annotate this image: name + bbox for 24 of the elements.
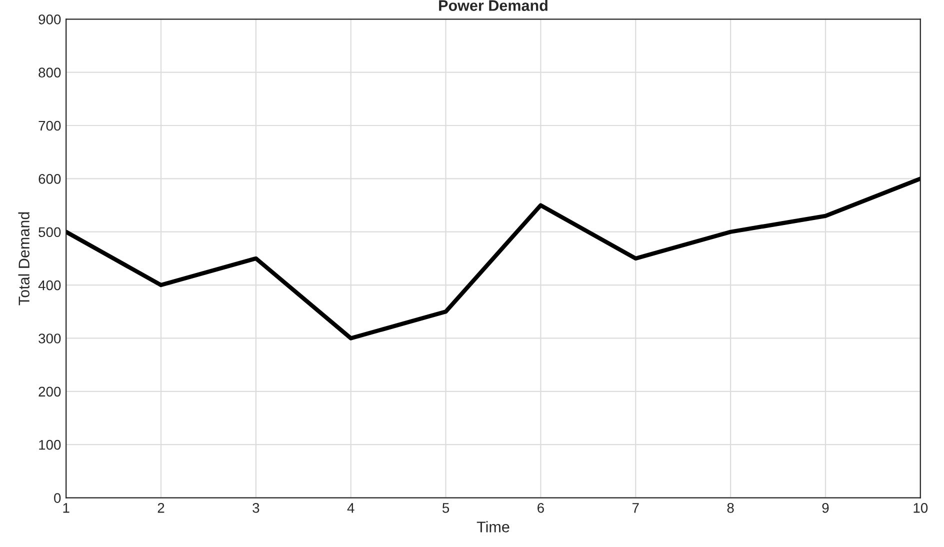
y-tick-label: 800 [38, 68, 61, 78]
y-tick-label: 100 [39, 440, 61, 450]
y-tick-label: 900 [38, 14, 61, 24]
x-tick-label: 5 [442, 503, 450, 513]
x-axis-title: Time [476, 521, 510, 532]
x-tick-label: 10 [914, 503, 928, 513]
x-tick-label: 6 [538, 503, 544, 513]
y-tick-label: 500 [38, 227, 61, 238]
x-tick-label: 7 [632, 503, 639, 513]
x-tick-label: 2 [158, 503, 164, 513]
y-tick-label: 400 [38, 280, 61, 290]
x-tick-label: 1 [63, 503, 70, 513]
y-axis-title: Total Demand [18, 212, 30, 306]
y-tick-label: 300 [38, 334, 61, 344]
y-tick-label: 0 [54, 493, 61, 503]
line-series [66, 176, 920, 340]
y-tick-label: 700 [38, 120, 61, 131]
x-tick-label: 8 [727, 503, 734, 513]
x-tick-label: 4 [347, 503, 354, 513]
x-tick-label: 3 [252, 503, 260, 513]
x-tick-label: 9 [822, 503, 829, 513]
y-tick-label: 600 [38, 174, 61, 184]
y-tick-label: 200 [38, 386, 61, 397]
chart-title: Power Demand [439, 0, 548, 11]
